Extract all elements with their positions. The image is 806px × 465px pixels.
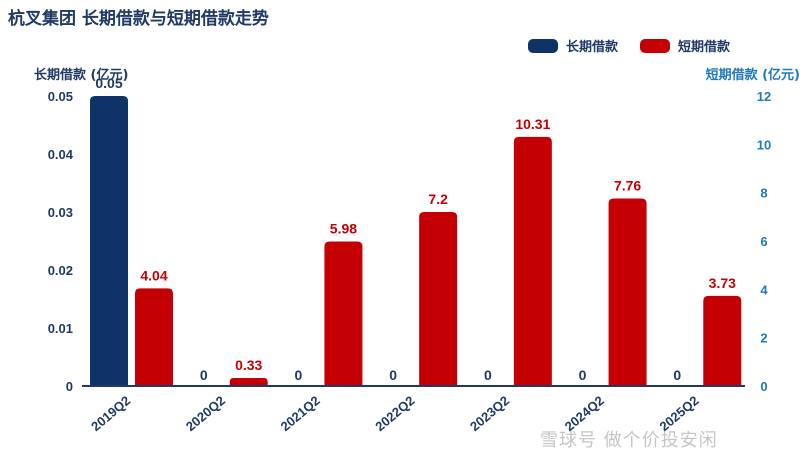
legend-label-short: 短期借款 — [678, 40, 731, 55]
left-tick-label: 0.01 — [48, 321, 73, 336]
x-tick-label: 2020Q2 — [183, 393, 228, 434]
right-tick-label: 4 — [760, 282, 768, 297]
bar-short-term — [419, 212, 458, 386]
chart-title: 杭叉集团 长期借款与短期借款走势 — [8, 9, 269, 29]
left-tick-label: 0.04 — [48, 147, 74, 162]
right-tick-label: 10 — [757, 137, 771, 152]
data-label-short-term: 7.2 — [428, 191, 448, 207]
data-label-long-term: 0 — [200, 367, 208, 383]
data-label-long-term: 0.05 — [95, 75, 122, 91]
x-tick-label: 2019Q2 — [88, 393, 133, 434]
legend: 长期借款 短期借款 — [528, 36, 744, 55]
legend-swatch-long — [528, 38, 558, 53]
bar-long-term — [90, 96, 128, 386]
bar-short-term — [324, 241, 363, 386]
data-label-short-term: 5.98 — [330, 220, 357, 236]
left-tick-label: 0.03 — [48, 205, 73, 220]
data-label-short-term: 10.31 — [515, 116, 550, 132]
x-tick-label: 2022Q2 — [372, 393, 417, 434]
data-label-short-term: 3.73 — [709, 275, 736, 291]
x-tick-label: 2021Q2 — [278, 393, 323, 434]
data-label-long-term: 0 — [579, 367, 587, 383]
right-tick-label: 2 — [760, 331, 767, 346]
bar-short-term — [135, 288, 173, 386]
right-tick-label: 8 — [760, 186, 767, 201]
bar-short-term — [513, 136, 552, 386]
left-axis-title: 长期借款 (亿元) — [34, 68, 129, 83]
data-label-long-term: 0 — [673, 367, 681, 383]
data-label-short-term: 0.33 — [235, 357, 262, 373]
legend-label-long: 长期借款 — [566, 40, 619, 55]
left-tick-label: 0.05 — [48, 89, 73, 104]
left-tick-label: 0 — [66, 379, 73, 394]
data-label-short-term: 4.04 — [140, 267, 167, 283]
legend-swatch-short — [640, 38, 671, 53]
left-tick-label: 0.02 — [48, 263, 73, 278]
right-axis-title: 短期借款 (亿元) — [705, 68, 800, 83]
data-label-long-term: 0 — [484, 367, 492, 383]
legend-item-long: 长期借款 — [528, 36, 618, 55]
right-tick-label: 6 — [760, 234, 767, 249]
bar-short-term — [608, 198, 647, 386]
data-label-long-term: 0 — [295, 367, 303, 383]
right-tick-label: 0 — [760, 379, 767, 394]
bar-short-term — [229, 378, 268, 386]
watermark: 雪球号 做个价投安闲 — [540, 430, 718, 451]
x-tick-label: 2023Q2 — [467, 393, 512, 434]
legend-item-short: 短期借款 — [640, 36, 730, 55]
data-label-long-term: 0 — [389, 367, 397, 383]
right-tick-label: 12 — [757, 89, 771, 104]
data-label-short-term: 7.76 — [614, 177, 641, 193]
bar-short-term — [703, 295, 742, 386]
